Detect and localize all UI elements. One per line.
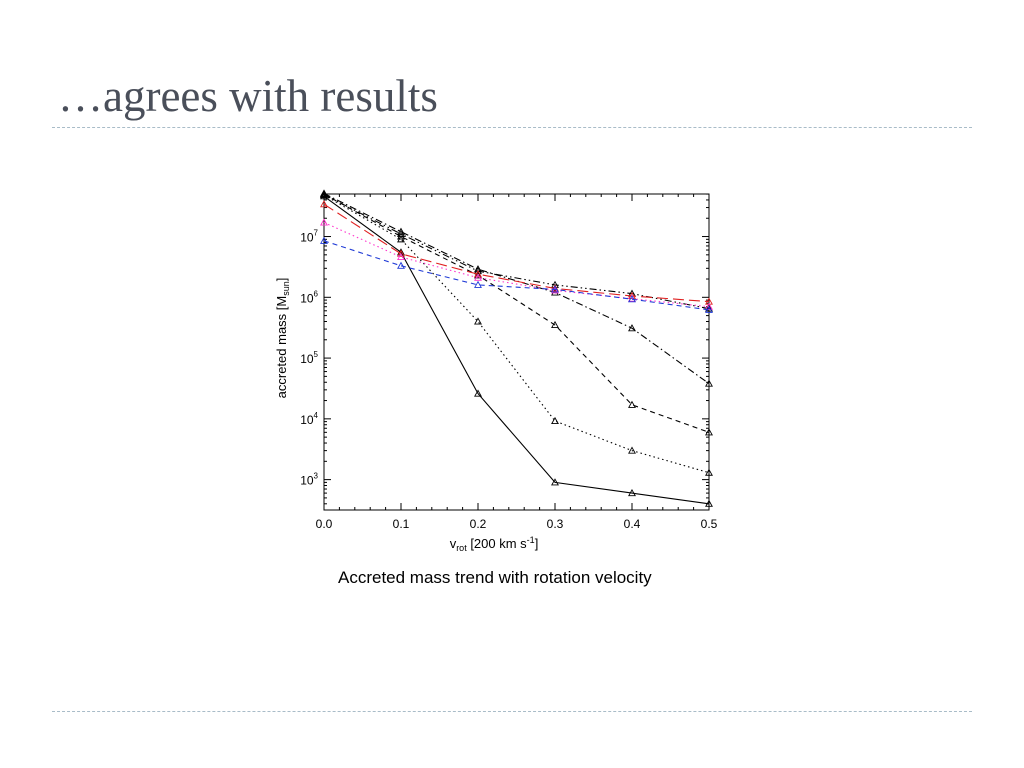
x-tick-label: 0.4 bbox=[624, 517, 641, 531]
series-4-point bbox=[320, 189, 328, 197]
series-3-point bbox=[628, 400, 636, 408]
series-1-point bbox=[397, 248, 405, 256]
y-axis-label: accreted mass [Msun] bbox=[274, 278, 291, 399]
series-1-point bbox=[705, 499, 713, 507]
series-7-point bbox=[551, 286, 559, 294]
series-2-point bbox=[474, 317, 482, 325]
series-3-point bbox=[705, 428, 713, 436]
series-5-point bbox=[705, 304, 713, 312]
series-line-6 bbox=[323, 203, 710, 303]
series-1-point bbox=[628, 488, 636, 497]
x-tick-label: 0.3 bbox=[547, 517, 564, 531]
series-lines bbox=[320, 189, 713, 507]
series-8-point bbox=[705, 305, 713, 313]
series-line-1 bbox=[323, 195, 710, 505]
series-7-point bbox=[474, 273, 482, 281]
y-tick-label: 105 bbox=[300, 350, 318, 366]
x-tick-label: 0.1 bbox=[393, 517, 410, 531]
series-2-point bbox=[705, 468, 713, 476]
series-6-point bbox=[551, 284, 559, 292]
footer-divider bbox=[52, 711, 972, 712]
plot-area bbox=[323, 193, 710, 511]
series-7-point bbox=[705, 302, 713, 310]
series-2-point bbox=[628, 446, 636, 454]
series-5-point bbox=[320, 190, 328, 198]
series-5-point bbox=[397, 229, 405, 238]
series-4-point bbox=[705, 379, 713, 387]
y-tick-label: 107 bbox=[300, 229, 318, 245]
accreted-mass-chart: 0.0 0.1 0.2 0.3 0.4 0.5 103 104 105 106 107 vrot … bbox=[274, 189, 718, 553]
series-1-point bbox=[474, 389, 482, 397]
x-tick-label: 0.0 bbox=[316, 517, 333, 531]
series-8-point bbox=[628, 295, 636, 303]
y-tick-label: 104 bbox=[300, 411, 318, 427]
series-line-3 bbox=[323, 193, 710, 433]
series-7-point bbox=[320, 218, 328, 226]
series-1-point bbox=[551, 478, 559, 486]
series-line-8 bbox=[323, 240, 710, 311]
plot-frame bbox=[323, 193, 710, 511]
series-8-point bbox=[320, 236, 328, 244]
series-8-point bbox=[474, 280, 482, 288]
series-6-point bbox=[320, 200, 328, 208]
x-tick-label: 0.5 bbox=[701, 517, 718, 531]
series-2-point bbox=[551, 416, 559, 425]
series-line-4 bbox=[323, 193, 710, 385]
slide-title: …agrees with results bbox=[58, 71, 438, 121]
y-tick-label: 103 bbox=[300, 472, 318, 488]
x-tick-label: 0.2 bbox=[470, 517, 487, 531]
x-axis: 0.0 0.1 0.2 0.3 0.4 0.5 bbox=[316, 194, 718, 531]
series-line-2 bbox=[323, 194, 710, 474]
y-tick-label: 106 bbox=[300, 289, 318, 305]
series-3-point bbox=[551, 320, 559, 329]
series-line-5 bbox=[323, 194, 710, 310]
series-8-point bbox=[551, 285, 559, 293]
title-divider bbox=[52, 127, 972, 128]
y-axis: 103 104 105 106 107 bbox=[300, 193, 709, 505]
figure-caption: Accreted mass trend with rotation veloci… bbox=[338, 568, 652, 587]
x-axis-label: vrot [200 km s-1] bbox=[450, 535, 539, 553]
series-7-point bbox=[397, 252, 405, 261]
series-6-point bbox=[397, 249, 405, 257]
series-8-point bbox=[397, 261, 405, 269]
series-6-point bbox=[474, 270, 482, 278]
series-4-point bbox=[628, 324, 636, 332]
series-3-point bbox=[474, 271, 482, 279]
series-line-7 bbox=[323, 221, 710, 308]
